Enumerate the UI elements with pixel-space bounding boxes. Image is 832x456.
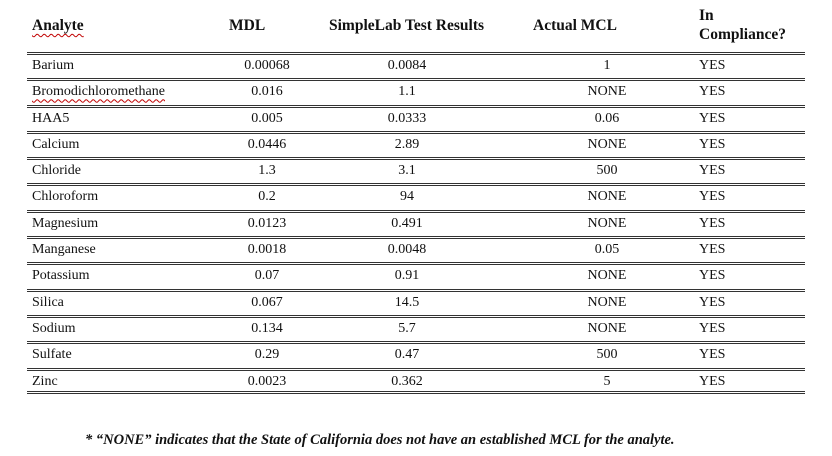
cell-mdl: 0.0018 xyxy=(247,242,287,258)
cell-mcl: NONE xyxy=(587,84,627,100)
cell-mcl: 500 xyxy=(596,163,618,179)
cell-mdl: 0.067 xyxy=(251,294,283,310)
cell-analyte: Sodium xyxy=(32,320,76,336)
cell-mdl: 0.2 xyxy=(258,189,276,205)
cell-analyte: HAA5 xyxy=(32,110,70,126)
cell-result: 3.1 xyxy=(398,163,416,179)
cell-result: 0.91 xyxy=(394,268,420,284)
cell-mdl: 0.0023 xyxy=(247,373,287,389)
cell-mcl: 0.05 xyxy=(594,242,620,258)
cell-mcl: 5 xyxy=(603,373,611,389)
cell-analyte: Barium xyxy=(32,58,74,73)
header-compliance: In Compliance? xyxy=(699,6,786,44)
cell-compliance: YES xyxy=(699,347,726,363)
cell-mcl: NONE xyxy=(587,320,627,336)
cell-mcl: NONE xyxy=(587,268,627,284)
cell-result: 0.362 xyxy=(391,373,423,389)
cell-mdl: 0.0446 xyxy=(247,136,287,152)
cell-result: 14.5 xyxy=(394,294,420,310)
cell-compliance: YES xyxy=(699,242,726,258)
header-mcl: Actual MCL xyxy=(533,17,617,34)
cell-result: 0.491 xyxy=(391,215,423,231)
header-analyte: Analyte xyxy=(32,17,84,34)
table-row: Zinc 0.0023 0.362 5 YES xyxy=(27,367,805,394)
cell-mcl: 1 xyxy=(603,58,611,73)
cell-result: 5.7 xyxy=(398,320,416,336)
analyte-table: Analyte MDL SimpleLab Test Results Actua… xyxy=(27,0,805,394)
table-row: Barium 0.00068 0.0084 1 YES xyxy=(27,52,805,78)
cell-analyte: Zinc xyxy=(32,373,58,389)
cell-compliance: YES xyxy=(699,268,726,284)
table-row: Sodium 0.134 5.7 NONE YES xyxy=(27,314,805,341)
cell-analyte: Chloride xyxy=(32,163,81,179)
cell-compliance: YES xyxy=(699,320,726,336)
table-row: Bromodichloromethane 0.016 1.1 NONE YES xyxy=(27,78,805,104)
cell-mdl: 0.0123 xyxy=(247,215,287,231)
cell-compliance: YES xyxy=(699,58,726,73)
cell-mdl: 0.005 xyxy=(251,110,283,126)
table-row: Magnesium 0.0123 0.491 NONE YES xyxy=(27,209,805,236)
cell-compliance: YES xyxy=(699,136,726,152)
cell-mdl: 0.00068 xyxy=(244,58,290,73)
cell-compliance: YES xyxy=(699,84,726,100)
table-body: Barium 0.00068 0.0084 1 YES Bromodichlorometh… xyxy=(27,52,805,394)
cell-result: 0.0333 xyxy=(387,110,427,126)
header-mdl: MDL xyxy=(229,17,266,34)
table-row: Potassium 0.07 0.91 NONE YES xyxy=(27,262,805,288)
table-row: HAA5 0.005 0.0333 0.06 YES xyxy=(27,104,805,131)
cell-mcl: NONE xyxy=(587,189,627,205)
cell-result: 94 xyxy=(400,189,414,205)
cell-result: 0.0048 xyxy=(387,242,427,258)
table-row: Chloride 1.3 3.1 500 YES xyxy=(27,157,805,183)
cell-compliance: YES xyxy=(699,373,726,389)
cell-mdl: 1.3 xyxy=(258,163,276,179)
table-row: Manganese 0.0018 0.0048 0.05 YES xyxy=(27,236,805,262)
footnote: * “NONE” indicates that the State of Cal… xyxy=(85,432,675,448)
cell-analyte: Bromodichloromethane xyxy=(32,84,165,100)
cell-result: 1.1 xyxy=(398,84,416,100)
cell-mcl: 500 xyxy=(596,347,618,363)
cell-mdl: 0.016 xyxy=(251,84,283,100)
cell-mcl: NONE xyxy=(587,136,627,152)
cell-compliance: YES xyxy=(699,294,726,310)
cell-analyte: Manganese xyxy=(32,242,96,258)
cell-analyte: Magnesium xyxy=(32,215,99,231)
header-compliance-line2: Compliance? xyxy=(699,26,786,43)
header-results: SimpleLab Test Results xyxy=(329,17,485,34)
cell-mdl: 0.134 xyxy=(251,320,283,336)
cell-mcl: NONE xyxy=(587,215,627,231)
cell-result: 0.0084 xyxy=(387,58,427,73)
cell-analyte: Calcium xyxy=(32,136,80,152)
cell-compliance: YES xyxy=(699,215,726,231)
table-row: Silica 0.067 14.5 NONE YES xyxy=(27,288,805,315)
cell-analyte: Sulfate xyxy=(32,347,72,363)
table-row: Chloroform 0.2 94 NONE YES xyxy=(27,183,805,209)
cell-mcl: NONE xyxy=(587,294,627,310)
table-row: Sulfate 0.29 0.47 500 YES xyxy=(27,341,805,367)
header-compliance-line1: In xyxy=(699,7,714,24)
table-row: Calcium 0.0446 2.89 NONE YES xyxy=(27,130,805,157)
table-header: Analyte MDL SimpleLab Test Results Actua… xyxy=(27,0,805,52)
cell-analyte: Silica xyxy=(32,294,64,310)
cell-mdl: 0.29 xyxy=(254,347,280,363)
cell-mcl: 0.06 xyxy=(594,110,620,126)
cell-analyte: Potassium xyxy=(32,268,90,284)
cell-compliance: YES xyxy=(699,110,726,126)
cell-compliance: YES xyxy=(699,163,726,179)
cell-compliance: YES xyxy=(699,189,726,205)
cell-result: 0.47 xyxy=(394,347,420,363)
cell-analyte: Chloroform xyxy=(32,189,99,205)
cell-mdl: 0.07 xyxy=(254,268,280,284)
cell-result: 2.89 xyxy=(394,136,420,152)
